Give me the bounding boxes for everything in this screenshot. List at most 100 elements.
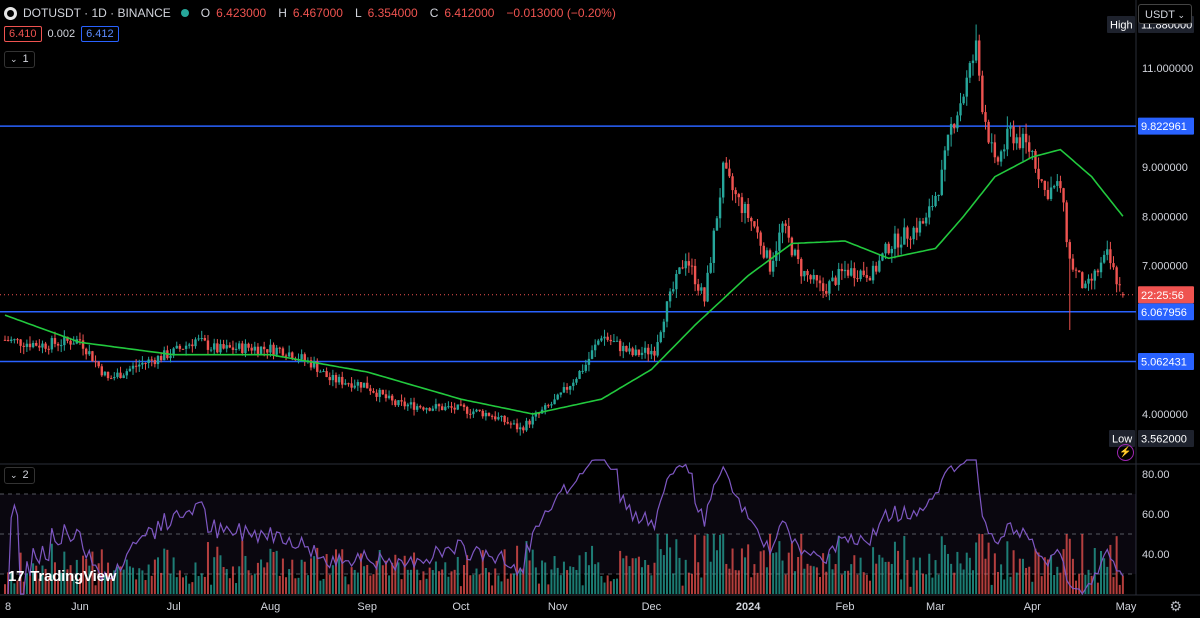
volume-bar (250, 575, 253, 594)
volume-bar (197, 576, 200, 594)
volume-bar (231, 566, 234, 594)
symbol-title[interactable]: DOTUSDT · 1D · BINANCE (23, 6, 171, 20)
volume-bar (1121, 575, 1124, 594)
volume-bar (881, 557, 884, 594)
candle-body (366, 382, 369, 389)
volume-bar (822, 553, 825, 594)
candle-body (103, 371, 107, 376)
candle-body (6, 339, 10, 341)
close-value: 6.412000 (444, 6, 495, 20)
volume-bar (737, 570, 740, 594)
candle-body (690, 265, 694, 267)
volume-bar (1065, 534, 1068, 594)
candle-body (678, 267, 681, 274)
candle-body (19, 339, 22, 346)
candle-body (831, 277, 834, 282)
volume-bar (425, 578, 428, 594)
price-tick-label: 9.000000 (1142, 162, 1188, 174)
volume-bar (984, 558, 987, 594)
low-tag: Low (1112, 434, 1132, 446)
candle-body (931, 206, 934, 208)
candle-body (593, 344, 597, 351)
volume-bar (934, 560, 937, 594)
tradingview-logo[interactable]: 17 TradingView (8, 568, 116, 585)
volume-bar (600, 576, 603, 594)
candle-body (150, 359, 153, 361)
candle-body (771, 260, 775, 272)
candle-body (1037, 168, 1040, 180)
candle-body (41, 343, 44, 348)
volume-bar (53, 562, 56, 594)
volume-bar (956, 551, 959, 594)
market-open-icon (180, 9, 189, 17)
volume-bar (553, 556, 556, 594)
candle-body (874, 265, 878, 272)
candle-body (431, 408, 434, 411)
candle-body (1043, 180, 1047, 190)
candle-body (971, 60, 975, 64)
volume-bar (1009, 576, 1012, 594)
volume-bar (840, 574, 843, 594)
volume-bar (709, 561, 712, 594)
candle-body (815, 275, 819, 281)
candle-body (734, 190, 737, 195)
rsi-pane-toggle-button[interactable]: ⌄ 2 (4, 467, 35, 484)
volume-bar (753, 564, 756, 594)
volume-bar (400, 579, 403, 594)
candle-body (425, 408, 428, 410)
candle-body (440, 406, 444, 411)
volume-bar (419, 580, 422, 594)
volume-bar (291, 559, 294, 594)
volume-bar (125, 559, 128, 594)
candle-body (759, 232, 762, 246)
candle-body (481, 410, 484, 417)
candle-body (628, 348, 631, 352)
candle-body (169, 355, 172, 359)
volume-bar (1006, 541, 1009, 594)
candle-body (22, 345, 25, 347)
volume-bar (612, 579, 615, 594)
volume-bar (544, 562, 547, 594)
time-tick-label: Feb (835, 601, 854, 613)
lightning-icon[interactable]: ⚡ (1117, 444, 1134, 461)
time-tick-label: Apr (1024, 601, 1041, 613)
candle-body (996, 157, 1000, 162)
candle-body (69, 340, 72, 345)
open-label: O (200, 6, 211, 20)
volume-bar (918, 557, 921, 594)
volume-bar (862, 572, 865, 594)
candle-body (1099, 262, 1103, 273)
candle-body (959, 103, 962, 116)
currency-label: USDT (1145, 9, 1175, 21)
candle-body (303, 354, 306, 361)
currency-select[interactable]: USDT ⌄ (1138, 4, 1192, 24)
volume-bar (556, 567, 559, 594)
sell-price-button[interactable]: 6.410 (4, 26, 42, 42)
volume-bar (715, 550, 718, 594)
price-tick-label: 8.000000 (1142, 211, 1188, 223)
candle-body (884, 243, 887, 254)
volume-bar (722, 534, 725, 594)
volume-bar (157, 557, 160, 594)
candle-body (840, 268, 844, 272)
candle-body (868, 277, 872, 281)
volume-bar (616, 578, 619, 594)
candle-body (28, 343, 32, 348)
candle-body (128, 368, 132, 372)
volume-bar (825, 571, 828, 594)
volume-bar (219, 555, 222, 594)
candle-body (721, 162, 725, 198)
candle-body (934, 195, 937, 207)
volume-bar (909, 586, 912, 594)
volume-bar (1103, 558, 1106, 594)
time-tick-label: Oct (452, 601, 469, 613)
indicators-toggle-button[interactable]: ⌄ 1 (4, 51, 35, 68)
volume-bar (113, 570, 116, 594)
volume-bar (1084, 574, 1087, 594)
volume-bar (662, 555, 665, 594)
buy-price-button[interactable]: 6.412 (81, 26, 119, 42)
gear-icon[interactable]: ⚙ (1169, 598, 1182, 614)
candle-body (1093, 270, 1096, 281)
volume-bar (619, 550, 622, 594)
